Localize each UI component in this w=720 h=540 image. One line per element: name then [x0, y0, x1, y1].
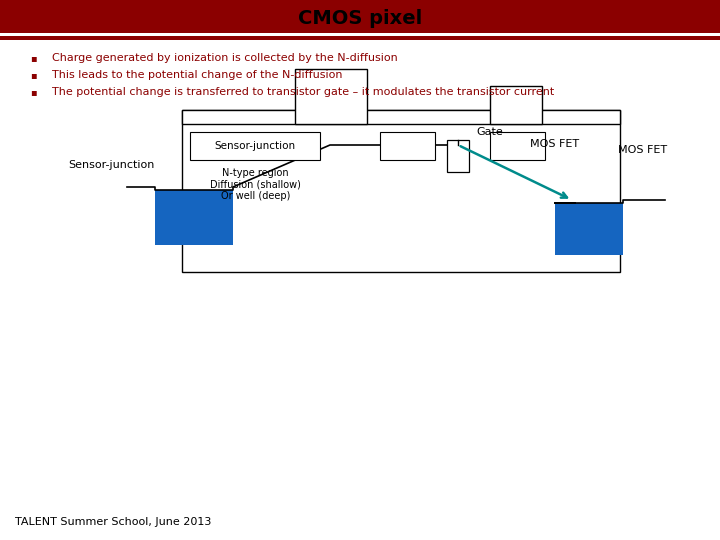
Bar — [0, 0, 720, 33]
Text: MOS FET: MOS FET — [530, 139, 579, 149]
Text: CMOS pixel: CMOS pixel — [298, 9, 422, 28]
Bar — [182, 110, 620, 272]
Text: N-type region
Diffusion (shallow)
Or well (deep): N-type region Diffusion (shallow) Or wel… — [210, 168, 301, 201]
Text: ▪: ▪ — [30, 53, 37, 63]
Bar — [447, 140, 469, 172]
Text: Sensor-junction: Sensor-junction — [68, 160, 154, 170]
Text: ▪: ▪ — [30, 70, 37, 80]
Bar — [490, 132, 545, 160]
Text: ▪: ▪ — [30, 87, 37, 97]
Bar — [295, 69, 367, 124]
Text: TALENT Summer School, June 2013: TALENT Summer School, June 2013 — [15, 517, 212, 527]
Bar — [555, 203, 623, 255]
Text: Charge generated by ionization is collected by the N-diffusion: Charge generated by ionization is collec… — [52, 53, 397, 63]
Bar — [190, 132, 320, 160]
Bar — [0, 36, 720, 40]
Text: MOS FET: MOS FET — [618, 145, 667, 155]
Text: Sensor-junction: Sensor-junction — [215, 141, 296, 151]
Text: This leads to the potential change of the N-diffusion: This leads to the potential change of th… — [52, 70, 343, 80]
Text: The potential change is transferred to transistor gate – it modulates the transi: The potential change is transferred to t… — [52, 87, 554, 97]
Bar — [380, 132, 435, 160]
Bar — [182, 110, 620, 124]
Bar — [155, 190, 233, 245]
Bar — [490, 86, 542, 124]
Text: Gate: Gate — [476, 127, 503, 137]
